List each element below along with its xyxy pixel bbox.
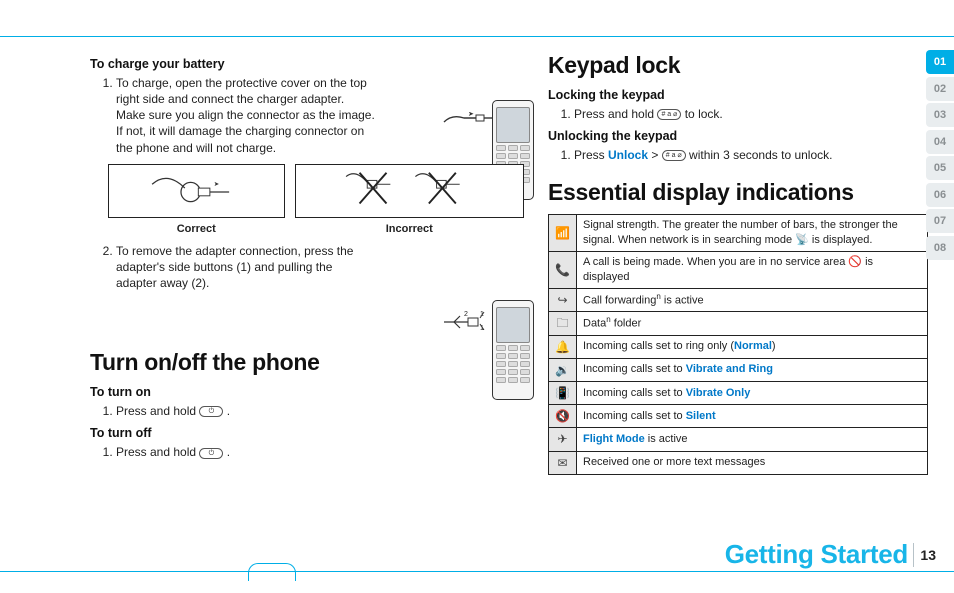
table-row: 🔔Incoming calls set to ring only (Normal… bbox=[549, 335, 928, 358]
footer-rule bbox=[0, 571, 954, 572]
top-rule bbox=[0, 36, 954, 37]
indicator-description: Flight Mode is active bbox=[577, 428, 928, 451]
hash-key-icon: # a ⌀ bbox=[662, 150, 686, 161]
table-row: 🔇Incoming calls set to Silent bbox=[549, 405, 928, 428]
indicator-icon: 📶 bbox=[549, 215, 577, 252]
table-row: ✉Received one or more text messages bbox=[549, 451, 928, 474]
illustration-incorrect bbox=[295, 164, 524, 218]
remove-cable-icon: 2 1 1 bbox=[442, 310, 492, 330]
indicator-icon: ✉ bbox=[549, 451, 577, 474]
indicator-description: Call forwardingn is active bbox=[577, 288, 928, 312]
side-tab-01[interactable]: 01 bbox=[926, 50, 954, 74]
table-row: 📶Signal strength. The greater the number… bbox=[549, 215, 928, 252]
side-tab-05[interactable]: 05 bbox=[926, 156, 954, 180]
unlock-step: Press Unlock > # a ⌀ within 3 seconds to… bbox=[574, 147, 928, 163]
svg-text:➤: ➤ bbox=[468, 112, 474, 118]
indicator-description: Incoming calls set to Vibrate and Ring bbox=[577, 358, 928, 381]
illustration-labels: Correct Incorrect bbox=[108, 222, 524, 237]
indicator-description: Incoming calls set to Vibrate Only bbox=[577, 381, 928, 404]
label-correct: Correct bbox=[108, 222, 285, 237]
indicator-icon: 📳 bbox=[549, 381, 577, 404]
charge-heading: To charge your battery bbox=[90, 56, 524, 73]
side-tab-07[interactable]: 07 bbox=[926, 209, 954, 233]
end-key-icon: ⏻ bbox=[199, 448, 223, 459]
lock-step: Press and hold # a ⌀ to lock. bbox=[574, 106, 928, 122]
left-column: To charge your battery To charge, open t… bbox=[90, 50, 524, 475]
phone-illustration-remove bbox=[492, 300, 534, 400]
indicator-icon: 🔉 bbox=[549, 358, 577, 381]
charge-illustrations: ➤ bbox=[108, 164, 524, 218]
illustration-correct: ➤ bbox=[108, 164, 285, 218]
charge-step-1: To charge, open the protective cover on … bbox=[116, 75, 376, 156]
page-content: To charge your battery To charge, open t… bbox=[0, 0, 954, 485]
side-tab-08[interactable]: 08 bbox=[926, 236, 954, 260]
side-tabs: 01 0203 0405 0607 08 bbox=[926, 50, 954, 260]
indicator-icon: 🔔 bbox=[549, 335, 577, 358]
page-number: 13 bbox=[920, 547, 936, 563]
table-row: 🔉Incoming calls set to Vibrate and Ring bbox=[549, 358, 928, 381]
indicator-description: Datan folder bbox=[577, 312, 928, 336]
right-column: Keypad lock Locking the keypad Press and… bbox=[548, 50, 928, 475]
end-key-icon: ⏻ bbox=[199, 406, 223, 417]
table-row: 📳Incoming calls set to Vibrate Only bbox=[549, 381, 928, 404]
footer: Getting Started 13 bbox=[0, 541, 954, 571]
footer-divider bbox=[913, 543, 914, 567]
power-heading: Turn on/off the phone bbox=[90, 347, 524, 378]
turn-off-step: Press and hold ⏻ . bbox=[116, 444, 524, 460]
footer-bump-decor bbox=[248, 563, 296, 581]
svg-text:2: 2 bbox=[464, 311, 468, 318]
indicator-icon: 📞 bbox=[549, 251, 577, 288]
lock-heading: Locking the keypad bbox=[548, 87, 928, 104]
keypad-heading: Keypad lock bbox=[548, 50, 928, 81]
footer-section-title: Getting Started bbox=[725, 539, 908, 570]
indicator-icon: ↪ bbox=[549, 288, 577, 312]
table-row: 🗀Datan folder bbox=[549, 312, 928, 336]
side-tab-02[interactable]: 02 bbox=[926, 77, 954, 101]
indicator-icon: 🔇 bbox=[549, 405, 577, 428]
indicator-description: Incoming calls set to Silent bbox=[577, 405, 928, 428]
label-incorrect: Incorrect bbox=[295, 222, 524, 237]
table-row: ✈Flight Mode is active bbox=[549, 428, 928, 451]
display-indications-table: 📶Signal strength. The greater the number… bbox=[548, 214, 928, 475]
indicator-description: Signal strength. The greater the number … bbox=[577, 215, 928, 252]
side-tab-06[interactable]: 06 bbox=[926, 183, 954, 207]
indicator-description: Received one or more text messages bbox=[577, 451, 928, 474]
indicator-description: A call is being made. When you are in no… bbox=[577, 251, 928, 288]
turn-on-heading: To turn on bbox=[90, 384, 524, 401]
table-row: 📞A call is being made. When you are in n… bbox=[549, 251, 928, 288]
hash-key-icon: # a ⌀ bbox=[657, 109, 681, 120]
display-indications-heading: Essential display indications bbox=[548, 177, 928, 208]
side-tab-04[interactable]: 04 bbox=[926, 130, 954, 154]
unlock-softkey-link: Unlock bbox=[608, 148, 648, 162]
indicator-icon: 🗀 bbox=[549, 312, 577, 336]
side-tab-03[interactable]: 03 bbox=[926, 103, 954, 127]
table-row: ↪Call forwardingn is active bbox=[549, 288, 928, 312]
turn-on-step: Press and hold ⏻ . bbox=[116, 403, 524, 419]
indicator-description: Incoming calls set to ring only (Normal) bbox=[577, 335, 928, 358]
turn-off-heading: To turn off bbox=[90, 425, 524, 442]
unlock-heading: Unlocking the keypad bbox=[548, 128, 928, 145]
indicator-icon: ✈ bbox=[549, 428, 577, 451]
charge-step-2: To remove the adapter connection, press … bbox=[116, 243, 376, 292]
charger-cable-icon: ➤ bbox=[442, 112, 492, 126]
svg-text:➤: ➤ bbox=[214, 181, 220, 188]
